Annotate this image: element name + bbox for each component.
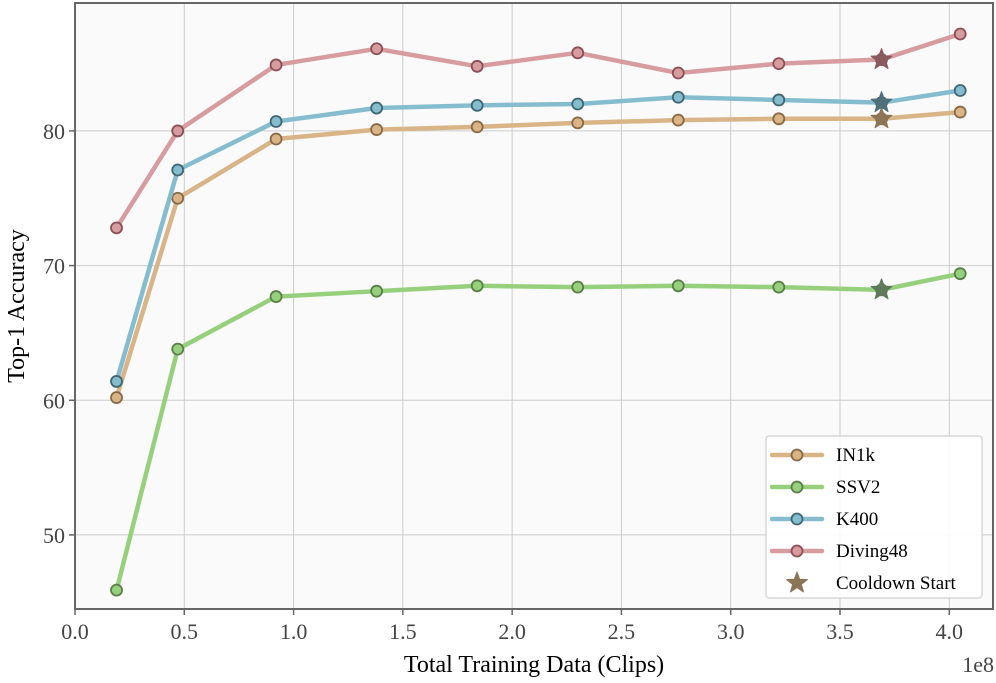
legend-marker-ssv2	[790, 480, 804, 494]
x-tick-label: 3.0	[717, 619, 745, 644]
data-point-diving48	[571, 46, 585, 60]
cooldown-star-marker	[870, 91, 893, 113]
cooldown-star-marker	[870, 48, 893, 69]
x-tick-label: 0.5	[171, 619, 199, 644]
data-point-diving48	[772, 57, 786, 70]
y-tick-label: 80	[43, 119, 65, 144]
legend-box	[765, 435, 983, 599]
data-point-ssv2	[470, 279, 484, 293]
legend-label-in1k: IN1k	[836, 445, 876, 466]
data-point-k400	[671, 90, 685, 104]
series-line-ssv2	[114, 271, 963, 593]
series-line-in1k	[114, 109, 963, 400]
data-point-k400	[171, 163, 185, 177]
series-line-diving48	[114, 31, 963, 231]
legend-marker-in1k	[790, 448, 804, 462]
x-axis-title: Total Training Data (Clips)	[404, 652, 664, 678]
data-point-ssv2	[671, 279, 685, 293]
legend-marker-k400	[790, 512, 804, 526]
data-point-in1k	[171, 191, 185, 205]
legend-label-cooldown-start: Cooldown Start	[836, 573, 957, 594]
y-axis-title: Top-1 Accuracy	[4, 229, 30, 383]
data-point-ssv2	[110, 583, 123, 597]
legend: IN1k SSV2 K400 Diving48 Cooldown Start	[765, 435, 983, 599]
data-point-k400	[470, 98, 484, 112]
legend-label-diving48: Diving48	[836, 541, 908, 562]
data-point-in1k	[953, 105, 967, 119]
data-point-in1k	[671, 113, 685, 127]
data-point-k400	[772, 93, 786, 107]
x-tick-label: 1.0	[280, 619, 308, 644]
series-diving48	[110, 27, 967, 235]
data-point-diving48	[110, 221, 123, 235]
data-point-diving48	[370, 42, 384, 56]
data-point-in1k	[269, 132, 283, 146]
data-point-ssv2	[370, 284, 384, 298]
cooldown-star-marker	[870, 107, 893, 129]
series-in1k	[110, 105, 967, 404]
data-point-k400	[953, 84, 967, 97]
x-tick-label: 0.0	[61, 619, 89, 644]
data-point-diving48	[953, 27, 967, 41]
x-tick-label: 3.5	[826, 619, 854, 644]
data-point-k400	[571, 97, 585, 111]
data-point-diving48	[671, 66, 685, 80]
ticks-group: 0.0 0.5 1.0 1.5 2.0 2.5 3.0 3.5 4.0 50 60 70 80	[43, 119, 963, 644]
x-tick-label: 2.0	[498, 619, 526, 644]
legend-marker-cooldown-start	[786, 571, 808, 593]
data-point-diving48	[171, 124, 185, 138]
legend-label-k400: K400	[836, 509, 878, 530]
series-group	[110, 27, 967, 597]
plot-frame	[74, 2, 994, 610]
legend-marker-diving48	[790, 544, 804, 558]
series-line-k400	[114, 88, 963, 384]
data-point-k400	[370, 101, 384, 115]
data-point-in1k	[470, 120, 484, 134]
data-point-ssv2	[953, 267, 967, 281]
data-point-k400	[110, 375, 123, 388]
x-axis-multiplier: 1e8	[962, 652, 994, 677]
cooldown-star-marker	[870, 278, 893, 300]
data-point-diving48	[269, 58, 283, 72]
y-tick-label: 60	[43, 388, 65, 413]
data-point-diving48	[470, 59, 484, 73]
data-point-k400	[269, 115, 283, 128]
y-tick-label: 50	[43, 523, 65, 548]
x-tick-label: 2.5	[608, 619, 636, 644]
data-point-ssv2	[571, 280, 585, 294]
data-point-in1k	[571, 116, 585, 130]
legend-label-ssv2: SSV2	[836, 477, 880, 498]
data-point-ssv2	[772, 280, 786, 294]
data-point-ssv2	[171, 342, 185, 356]
markers-group	[870, 48, 893, 300]
x-tick-label: 4.0	[936, 619, 964, 644]
y-tick-label: 70	[43, 254, 65, 279]
x-tick-label: 1.5	[389, 619, 417, 644]
data-point-in1k	[370, 123, 384, 136]
data-point-in1k	[772, 112, 786, 126]
data-point-ssv2	[269, 290, 283, 303]
data-point-in1k	[110, 391, 123, 404]
